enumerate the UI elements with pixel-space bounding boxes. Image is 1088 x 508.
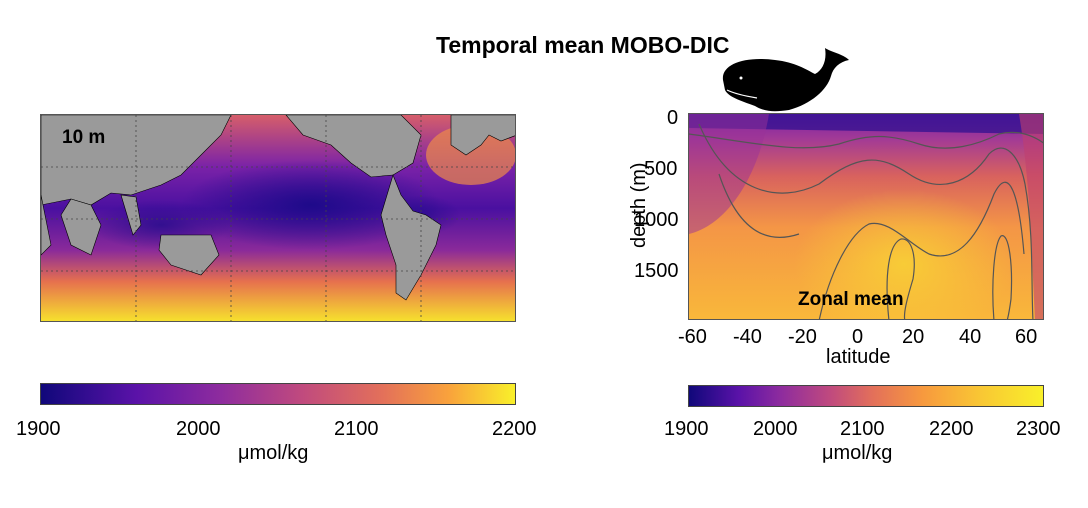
map-colorbar-tick: 2200	[492, 418, 537, 440]
x-tick-label: -40	[733, 326, 762, 348]
chart-title: Temporal mean MOBO-DIC	[436, 32, 730, 58]
y-tick-label: 1500	[634, 260, 679, 282]
x-tick-label: -60	[678, 326, 707, 348]
zonal-colorbar	[688, 385, 1044, 407]
x-tick-label: 0	[852, 326, 864, 348]
zonal-colorbar-tick: 2000	[753, 418, 798, 440]
x-tick-label: 40	[959, 326, 982, 348]
map-colorbar-unit: μmol/kg	[238, 442, 309, 464]
x-tick-label: -20	[788, 326, 817, 348]
zonal-colorbar-tick: 2200	[929, 418, 974, 440]
y-tick-label: 0	[667, 107, 679, 129]
map-colorbar	[40, 383, 516, 405]
zonal-colorbar-tick: 2300	[1016, 418, 1061, 440]
map-depth-label: 10 m	[62, 127, 106, 148]
map-heatmap	[40, 114, 516, 322]
contour-lines	[689, 123, 1043, 319]
y-tick-label: 1000	[634, 209, 679, 231]
map-colorbar-tick: 2100	[334, 418, 379, 440]
zonal-colorbar-unit: μmol/kg	[822, 442, 893, 464]
whale-icon	[722, 48, 849, 112]
zonal-mean-heatmap	[688, 113, 1044, 320]
y-tick-label: 500	[644, 158, 678, 180]
x-axis-label: latitude	[826, 346, 891, 368]
zonal-colorbar-tick: 1900	[664, 418, 709, 440]
map-colorbar-tick: 1900	[16, 418, 61, 440]
zonal-mean-label: Zonal mean	[798, 289, 904, 310]
map-colorbar-tick: 2000	[176, 418, 221, 440]
x-tick-label: 20	[902, 326, 925, 348]
zonal-colorbar-tick: 2100	[840, 418, 885, 440]
x-tick-label: 60	[1015, 326, 1038, 348]
grid-lines	[41, 115, 515, 321]
